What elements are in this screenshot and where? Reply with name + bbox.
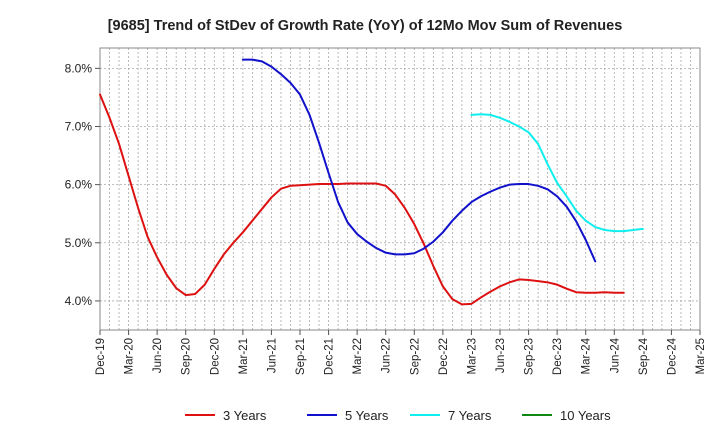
legend: 3 Years 5 Years 7 Years 10 Years [185, 408, 611, 423]
series-line-5-years [241, 58, 597, 263]
x-tick-label: Dec-22 [438, 338, 450, 375]
legend-label: 5 Years [345, 408, 389, 423]
x-tick-label: Sep-21 [295, 338, 307, 375]
legend-label: 7 Years [448, 408, 492, 423]
x-tick-label: Dec-21 [324, 338, 336, 375]
series-line-7-years [470, 113, 644, 233]
y-tick-label: 8.0% [65, 61, 93, 75]
x-tick-label: Jun-20 [152, 338, 164, 373]
x-tick-label: Mar-22 [352, 338, 364, 374]
x-tick-label: Mar-21 [238, 338, 250, 374]
y-tick-label: 5.0% [65, 236, 93, 250]
y-tick-label: 7.0% [65, 119, 93, 133]
x-tick-label: Mar-20 [124, 338, 136, 374]
legend-label: 3 Years [223, 408, 267, 423]
y-axis: 4.0% 5.0% 6.0% 7.0% 8.0% [65, 61, 100, 308]
x-axis: Dec-19 Mar-20 Jun-20 Sep-20 Dec-20 Mar-21 Jun-… [95, 330, 707, 375]
x-tick-label: Dec-20 [209, 338, 221, 375]
x-tick-label: Sep-24 [638, 337, 650, 375]
y-tick-label: 6.0% [65, 178, 93, 192]
x-tick-label: Dec-19 [95, 338, 107, 375]
gridlines [100, 48, 700, 330]
x-tick-label: Dec-24 [666, 337, 678, 375]
x-tick-label: Sep-23 [524, 338, 536, 375]
plot-area [99, 47, 701, 331]
y-tick-label: 4.0% [65, 294, 93, 308]
x-tick-label: Jun-23 [495, 338, 507, 373]
x-tick-label: Jun-22 [381, 338, 393, 373]
x-tick-label: Sep-22 [409, 338, 421, 375]
x-tick-label: Jun-24 [609, 337, 621, 373]
x-tick-label: Mar-25 [695, 338, 707, 374]
series-layer [99, 58, 644, 306]
chart-title: [9685] Trend of StDev of Growth Rate (Yo… [108, 18, 623, 34]
series-line-3-years [99, 93, 625, 306]
legend-label: 10 Years [560, 408, 611, 423]
x-tick-label: Dec-23 [552, 338, 564, 375]
x-tick-label: Jun-21 [266, 338, 278, 373]
x-tick-label: Mar-23 [466, 338, 478, 374]
x-tick-label: Sep-20 [181, 338, 193, 375]
x-tick-label: Mar-24 [581, 337, 593, 374]
